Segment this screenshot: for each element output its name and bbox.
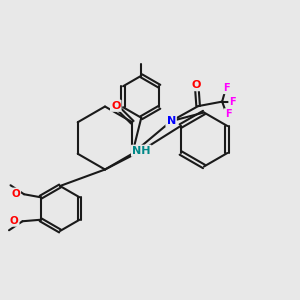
Text: F: F (225, 109, 232, 119)
Text: O: O (192, 80, 201, 90)
Text: O: O (111, 101, 121, 111)
Text: N: N (167, 116, 176, 126)
Text: O: O (10, 216, 19, 226)
Text: O: O (11, 189, 20, 199)
Text: NH: NH (132, 146, 151, 156)
Text: F: F (223, 83, 230, 93)
Text: F: F (229, 97, 236, 106)
